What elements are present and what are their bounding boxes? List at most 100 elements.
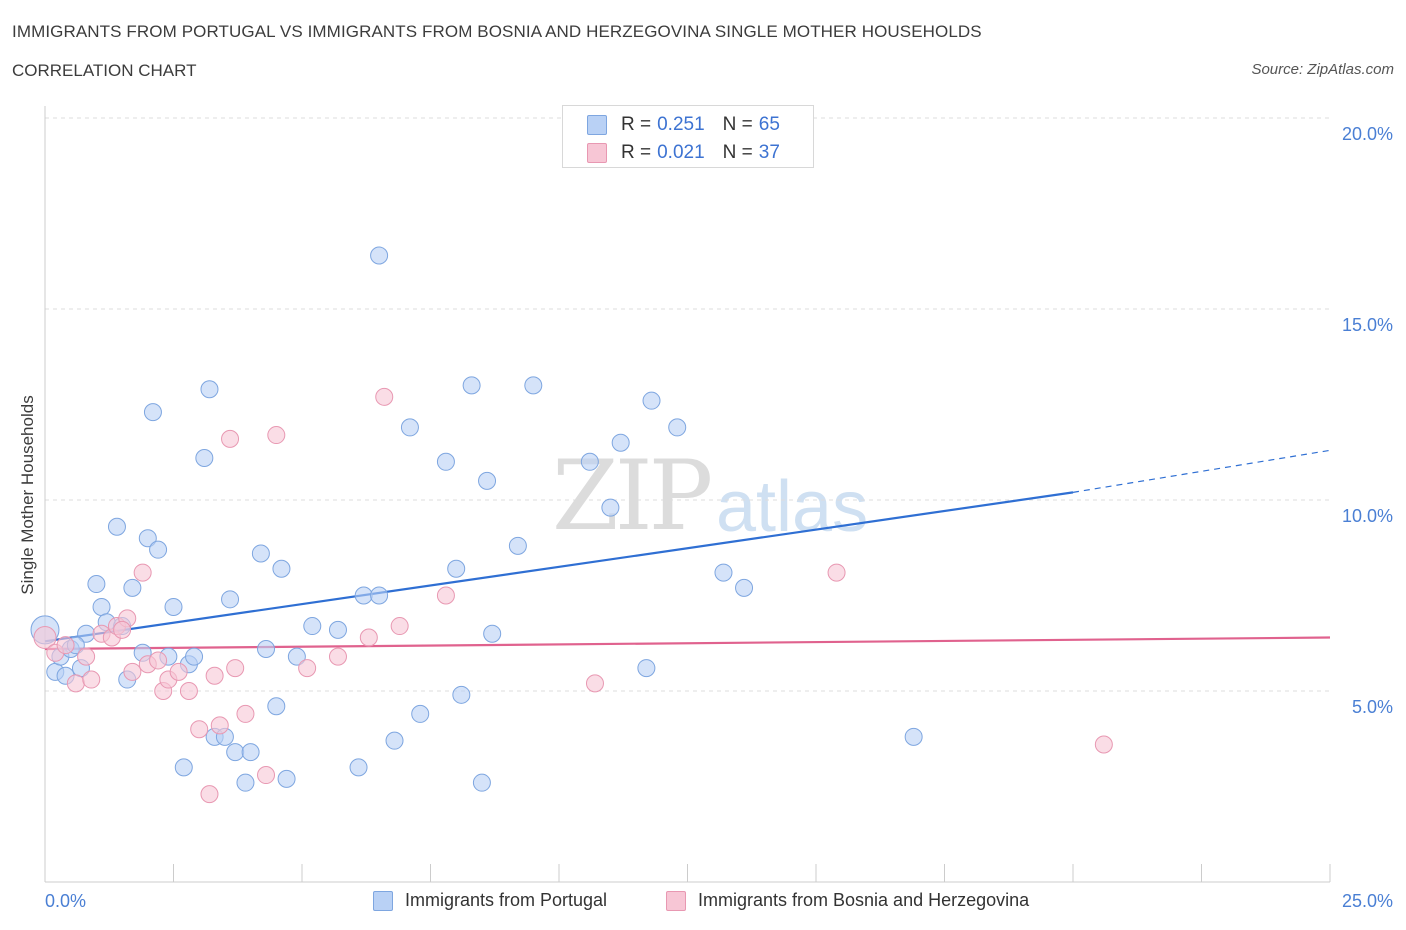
point-bosnia (66, 674, 85, 693)
point-portugal (251, 544, 270, 563)
legend-n-value: 65 (758, 114, 780, 135)
point-bosnia (169, 662, 188, 681)
legend-r-label: R = (621, 114, 652, 135)
point-portugal (236, 773, 255, 792)
point-bosnia (298, 659, 317, 678)
point-portugal (452, 685, 471, 704)
point-portugal (354, 586, 373, 605)
point-bosnia (257, 766, 276, 785)
point-portugal (904, 727, 923, 746)
y-tick-label: 10.0% (1341, 506, 1393, 526)
point-bosnia (585, 674, 604, 693)
point-portugal (257, 639, 276, 658)
point-portugal (138, 529, 157, 548)
x-tick-label: 25.0% (1341, 891, 1393, 911)
point-portugal (287, 647, 306, 666)
y-tick-label: 20.0% (1341, 124, 1393, 144)
point-bosnia (827, 563, 846, 582)
legend-r-label: R = (621, 142, 652, 163)
point-bosnia (1094, 735, 1113, 754)
point-portugal (400, 418, 419, 437)
point-portugal (411, 704, 430, 723)
trend-line-bosnia (44, 636, 1331, 651)
point-portugal (385, 731, 404, 750)
point-bosnia (236, 704, 255, 723)
legend-swatch-blue (587, 115, 607, 135)
point-bosnia (149, 651, 168, 670)
chart-title: IMMIGRANTS FROM PORTUGAL VS IMMIGRANTS F… (12, 22, 982, 41)
legend-swatch-blue (373, 890, 393, 911)
point-portugal (267, 697, 286, 716)
y-tick-label: 15.0% (1341, 315, 1393, 335)
point-portugal (601, 498, 620, 517)
x-tick-label: 0.0% (45, 891, 87, 911)
point-portugal (123, 578, 142, 597)
y-tick-label: 5.0% (1351, 697, 1393, 717)
gridlines (45, 117, 1330, 692)
point-bosnia (221, 429, 240, 448)
legend-n-label: N = (722, 142, 753, 163)
point-portugal (303, 617, 322, 636)
point-portugal (226, 743, 245, 762)
point-portugal (349, 758, 368, 777)
axes (44, 106, 1331, 883)
point-portugal (611, 433, 630, 452)
point-portugal (472, 773, 491, 792)
y-axis-label: Single Mother Households (18, 395, 37, 595)
point-portugal (714, 563, 733, 582)
legend-swatch-pink (587, 143, 607, 163)
point-portugal (174, 758, 193, 777)
legend-r-value: 0.021 (657, 142, 705, 163)
legend-n-value: 37 (758, 142, 780, 163)
point-bosnia (226, 659, 245, 678)
point-bosnia (359, 628, 378, 647)
watermark-zip: ZIP (552, 440, 713, 552)
point-portugal (92, 597, 111, 616)
point-portugal (87, 575, 106, 594)
data-points (30, 246, 1113, 804)
point-portugal (524, 376, 543, 395)
point-bosnia (133, 563, 152, 582)
point-portugal (164, 597, 183, 616)
point-portugal (370, 246, 389, 265)
point-bosnia (113, 620, 132, 639)
point-portugal (143, 403, 162, 422)
point-portugal (508, 536, 527, 555)
legend-n-label: N = (722, 114, 753, 135)
point-portugal (637, 659, 656, 678)
point-bosnia (375, 387, 394, 406)
point-portugal (185, 647, 204, 666)
point-bosnia (77, 647, 96, 666)
trend-extension-portugal (1072, 449, 1331, 493)
point-bosnia (210, 716, 229, 735)
point-portugal (462, 376, 481, 395)
trend-lines (44, 449, 1331, 651)
point-portugal (668, 418, 687, 437)
point-bosnia (200, 785, 219, 804)
legend-row-portugal: R = 0.251 N = 65 (587, 113, 780, 137)
legend-r-value: 0.251 (657, 114, 705, 135)
point-portugal (478, 471, 497, 490)
point-portugal (149, 540, 168, 559)
point-bosnia (390, 617, 409, 636)
point-portugal (642, 391, 661, 410)
bottom-legend-bosnia: Immigrants from Bosnia and Herzegovina (666, 890, 1029, 911)
point-bosnia (82, 670, 101, 689)
trend-line-portugal (44, 491, 1074, 643)
point-portugal (447, 559, 466, 578)
point-bosnia (267, 426, 286, 445)
point-bosnia (190, 720, 209, 739)
source-label: Source: ZipAtlas.com (1251, 61, 1394, 78)
point-portugal (370, 586, 389, 605)
point-portugal (277, 769, 296, 788)
point-portugal (328, 620, 347, 639)
point-portugal (483, 624, 502, 643)
point-bosnia (33, 626, 57, 650)
point-portugal (241, 743, 260, 762)
point-portugal (221, 590, 240, 609)
point-bosnia (123, 662, 142, 681)
point-portugal (107, 517, 126, 536)
stats-legend: R = 0.251 N = 65 R = 0.021 N = 37 (562, 105, 814, 168)
legend-label-bosnia: Immigrants from Bosnia and Herzegovina (698, 890, 1030, 910)
